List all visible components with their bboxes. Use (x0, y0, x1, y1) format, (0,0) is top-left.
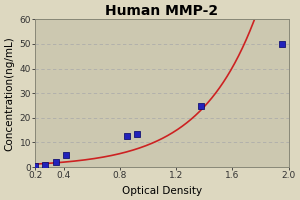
Y-axis label: Concentration(ng/mL): Concentration(ng/mL) (4, 36, 14, 151)
Point (33, 165, 38, 168)
Point (199, 104, 204, 107)
Point (64, 153, 69, 156)
Point (134, 132, 139, 135)
Point (124, 135, 129, 138)
Point (54, 160, 59, 163)
Point (279, 42, 284, 46)
Point (43, 163, 48, 166)
Title: Human MMP-2: Human MMP-2 (106, 4, 219, 18)
X-axis label: Optical Density: Optical Density (122, 186, 202, 196)
